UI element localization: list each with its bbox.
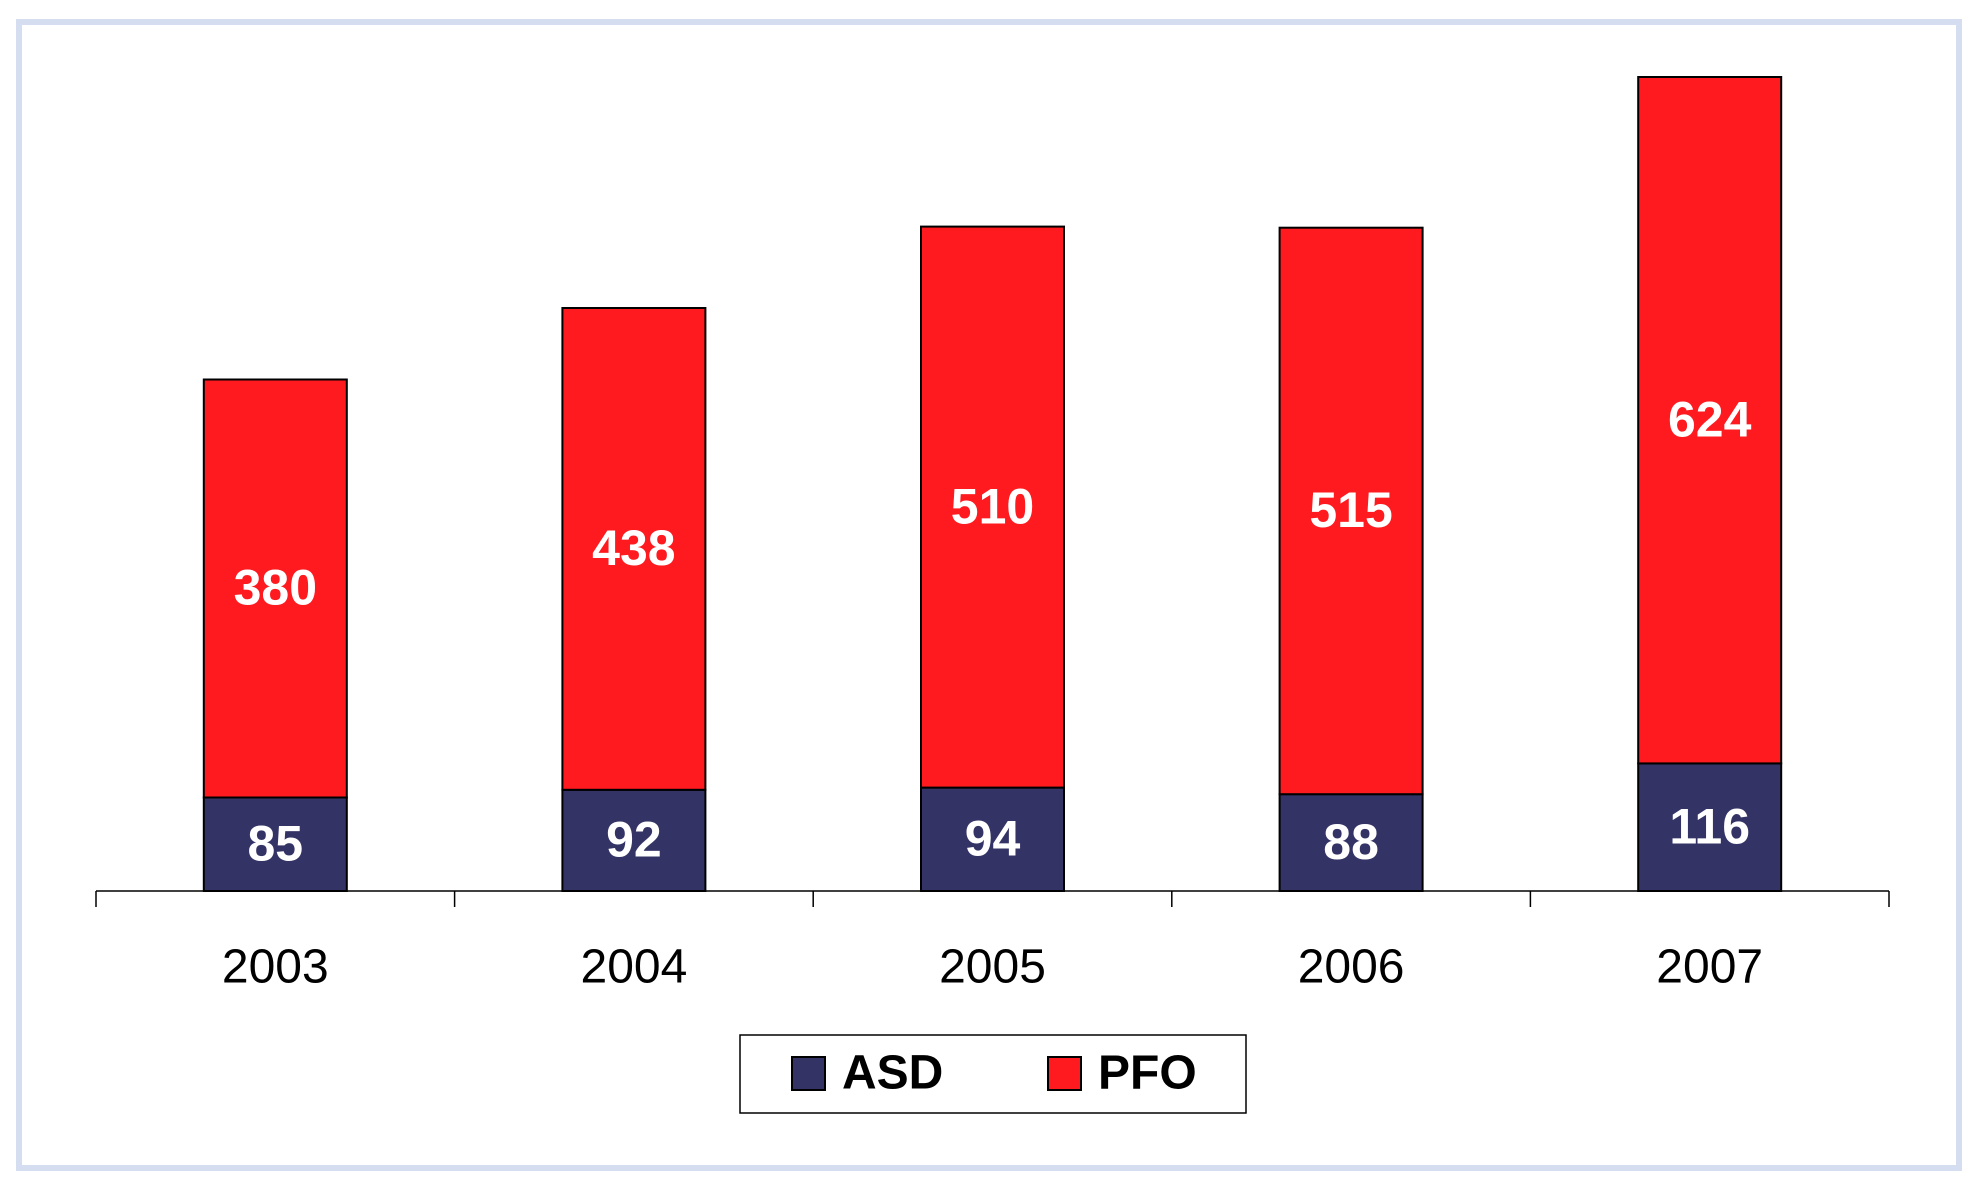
x-tick-label: 2006 bbox=[1298, 941, 1405, 994]
x-tick-label: 2005 bbox=[939, 941, 1046, 994]
bar-segment bbox=[1278, 793, 1424, 893]
bar-segment bbox=[1637, 762, 1783, 893]
bar-segment bbox=[202, 796, 348, 892]
bar-segment bbox=[920, 225, 1065, 789]
legend-swatch bbox=[1047, 1056, 1082, 1091]
x-tick-label: 2007 bbox=[1656, 941, 1763, 994]
data-label: 438 bbox=[592, 520, 675, 576]
legend-label: PFO bbox=[1098, 1047, 1197, 1100]
x-tick-label: 2003 bbox=[222, 941, 329, 994]
bar-segment bbox=[1278, 226, 1424, 796]
data-label: 510 bbox=[951, 478, 1034, 534]
legend-label: ASD bbox=[842, 1047, 943, 1100]
bar-segment bbox=[202, 378, 348, 799]
data-label: 116 bbox=[1669, 798, 1750, 854]
bar-segment bbox=[561, 307, 707, 791]
data-label: 380 bbox=[234, 560, 317, 616]
x-tick-label: 2004 bbox=[581, 941, 688, 994]
data-label: 515 bbox=[1309, 482, 1392, 538]
data-label: 88 bbox=[1323, 814, 1379, 870]
bar-segment bbox=[561, 788, 707, 892]
data-label: 92 bbox=[606, 812, 662, 868]
data-label: 624 bbox=[1668, 391, 1752, 447]
bar-segment bbox=[1637, 76, 1783, 765]
data-label: 94 bbox=[965, 811, 1021, 867]
legend-swatch bbox=[791, 1056, 826, 1091]
data-label: 85 bbox=[247, 815, 303, 871]
bar-segment bbox=[920, 786, 1065, 892]
